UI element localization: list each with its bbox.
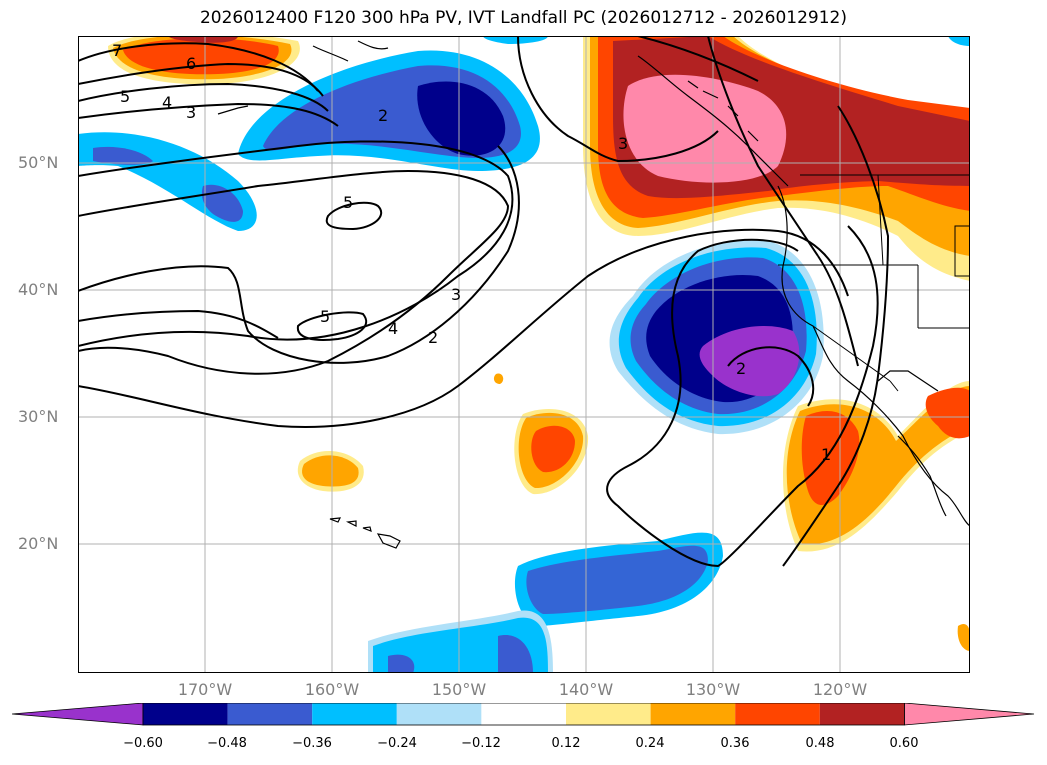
colorbar-tick: −0.24	[377, 736, 417, 751]
map-canvas: 7 6 5 4 3 2 3 5 5 4 3 2 2 1	[78, 36, 970, 673]
colorbar-segment	[12, 703, 144, 726]
colorbar-segment	[227, 703, 313, 725]
contour-label: 4	[162, 93, 172, 112]
contour-label: 1	[821, 445, 831, 464]
lon-label: 170°W	[177, 680, 233, 699]
map-panel: 7 6 5 4 3 2 3 5 5 4 3 2 2 1	[78, 36, 970, 673]
chart-title: 2026012400 F120 300 hPa PV, IVT Landfall…	[199, 8, 847, 28]
colorbar-segment	[904, 703, 1035, 726]
lat-label: 20°N	[18, 534, 59, 553]
contour-label: 3	[451, 285, 461, 304]
colorbar-segment	[396, 703, 482, 725]
contour-label: 4	[388, 319, 398, 338]
colorbar-tick: −0.60	[123, 736, 163, 751]
contour-label: 3	[186, 103, 196, 122]
colorbar-segment	[735, 703, 820, 725]
hawaii-islands	[329, 517, 401, 549]
contour-label: 2	[736, 359, 746, 378]
pv-contours	[78, 36, 890, 568]
colorbar-segment	[312, 703, 397, 725]
lat-label: 30°N	[18, 407, 59, 426]
positive-anomaly-small	[297, 373, 970, 651]
negative-anomaly-south	[368, 36, 970, 673]
colorbar-tick: 0.24	[635, 736, 665, 751]
colorbar-tick: −0.12	[461, 736, 501, 751]
colorbar-segment	[143, 703, 228, 725]
colorbar-tick: −0.48	[207, 736, 247, 751]
colorbar-segment	[819, 703, 905, 725]
colorbar-tick: 0.48	[805, 736, 835, 751]
lon-label: 130°W	[685, 680, 741, 699]
colorbar-tick: 0.36	[720, 736, 750, 751]
positive-anomaly-southeast	[783, 381, 970, 552]
lat-label: 50°N	[18, 153, 59, 172]
borders	[778, 174, 970, 392]
contour-label: 2	[428, 328, 438, 347]
contour-label: 5	[320, 307, 330, 326]
colorbar-segment	[566, 703, 651, 725]
coastlines	[217, 40, 970, 527]
contour-label: 5	[120, 87, 130, 106]
colorbar	[12, 703, 1035, 726]
colorbar-segment	[650, 703, 736, 725]
contour-label: 2	[378, 106, 388, 125]
colorbar-tick: 0.12	[551, 736, 581, 751]
lat-label: 40°N	[18, 280, 59, 299]
lon-label: 120°W	[812, 680, 868, 699]
lon-label: 150°W	[431, 680, 487, 699]
lon-label: 140°W	[558, 680, 614, 699]
contour-label: 3	[618, 134, 628, 153]
contour-labels: 7 6 5 4 3 2 3 5 5 4 3 2 2 1	[112, 41, 831, 464]
contour-label: 7	[112, 41, 122, 60]
lon-label: 160°W	[304, 680, 360, 699]
colorbar-segment	[481, 703, 566, 725]
contour-label: 5	[343, 193, 353, 212]
contour-label: 6	[186, 54, 196, 73]
colorbar-tick: −0.36	[292, 736, 332, 751]
positive-anomaly-nw	[108, 36, 300, 85]
colorbar-tick: 0.60	[889, 736, 919, 751]
negative-anomaly-central	[609, 240, 824, 435]
